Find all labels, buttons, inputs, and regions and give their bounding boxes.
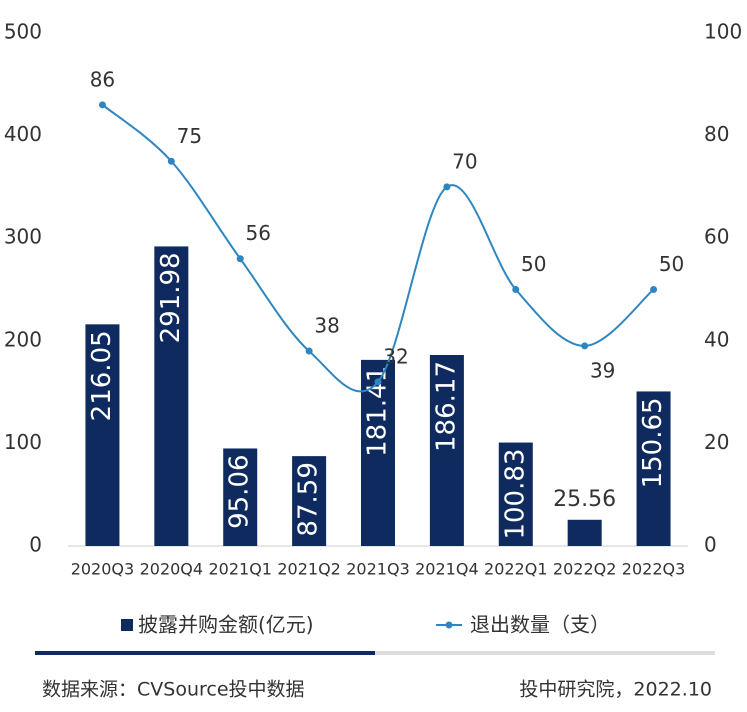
x-tick-label: 2022Q3	[622, 560, 686, 579]
y-tick-label: 300	[4, 225, 42, 249]
bar-value-label: 25.56	[553, 487, 616, 512]
line-point	[98, 101, 106, 109]
source-note: 数据来源：CVSource投中数据	[42, 679, 305, 701]
y-tick-label: 0	[29, 533, 42, 557]
y2-tick-label: 60	[704, 225, 729, 249]
y-tick-label: 400	[4, 122, 42, 146]
y2-tick-label: 100	[704, 20, 742, 44]
bar-value-label: 216.05	[87, 330, 117, 421]
x-tick-label: 2020Q3	[71, 560, 135, 579]
line	[101, 104, 655, 393]
bar	[292, 456, 327, 546]
line-point	[167, 157, 175, 165]
bar	[498, 442, 533, 546]
line-point	[305, 347, 313, 355]
bar	[154, 246, 189, 546]
line-point	[581, 342, 589, 350]
x-tick-label: 2020Q4	[140, 560, 204, 579]
line-value-label: 56	[245, 221, 270, 245]
line-point	[512, 286, 520, 293]
bar-value-label: 186.17	[431, 361, 461, 452]
y-tick-label: 100	[4, 430, 42, 454]
bar-value-label: 291.98	[156, 252, 186, 343]
line-value-label: 50	[521, 252, 546, 276]
bar-value-label: 95.06	[225, 454, 255, 528]
bar	[636, 391, 671, 546]
line-value-label: 50	[659, 252, 684, 276]
line-value-label: 75	[177, 124, 202, 148]
line-value-label: 39	[590, 358, 615, 382]
line-value-label: 70	[452, 149, 477, 173]
legend-swatch	[445, 621, 453, 629]
credit-note: 投中研究院，2022.10	[519, 679, 712, 701]
line-point	[236, 255, 244, 263]
x-tick-label: 2021Q2	[277, 560, 341, 579]
line-value-label: 38	[314, 314, 339, 338]
y2-tick-label: 20	[704, 430, 729, 454]
bar	[567, 519, 602, 546]
x-tick-label: 2021Q4	[415, 560, 479, 579]
line-point	[650, 286, 658, 293]
line-value-label: 86	[90, 67, 115, 91]
x-tick-label: 2022Q1	[484, 560, 548, 579]
bar-value-label: 87.59	[294, 462, 324, 536]
x-tick-label: 2022Q2	[553, 560, 617, 579]
line-point	[374, 378, 382, 386]
legend-label: 披露并购金额(亿元)	[138, 613, 314, 637]
legend-swatch	[121, 619, 133, 631]
bar-value-label: 150.65	[638, 397, 668, 488]
bar	[223, 448, 258, 546]
line-point	[443, 183, 451, 191]
y2-tick-label: 0	[704, 533, 717, 557]
x-tick-label: 2021Q1	[208, 560, 272, 579]
bar	[429, 354, 464, 546]
x-tick-label: 2021Q3	[346, 560, 410, 579]
bar	[85, 324, 120, 546]
y-tick-label: 200	[4, 327, 42, 351]
line-value-label: 32	[383, 344, 408, 368]
y2-tick-label: 80	[704, 122, 729, 146]
bar-value-label: 100.83	[500, 449, 530, 540]
y2-tick-label: 40	[704, 327, 729, 351]
y-tick-label: 500	[4, 20, 42, 44]
legend-label: 退出数量（支）	[470, 613, 610, 637]
